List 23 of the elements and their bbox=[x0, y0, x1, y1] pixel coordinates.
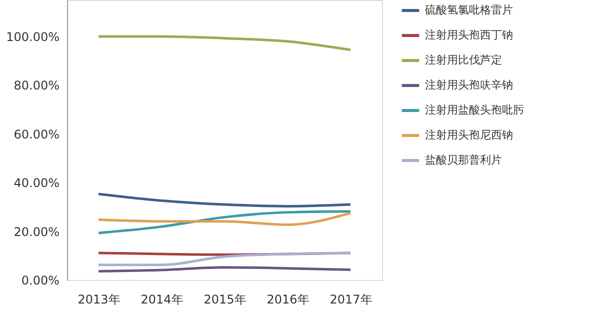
legend-label: 注射用比伐芦定 bbox=[425, 54, 502, 66]
line-series bbox=[97, 35, 352, 52]
legend-label: 注射用头孢西丁钠 bbox=[425, 28, 513, 42]
y-tick-label: 60.00% bbox=[14, 127, 60, 142]
x-tick-label: 2014年 bbox=[140, 292, 184, 306]
legend-label: 注射用头孢尼西钠 bbox=[425, 128, 513, 142]
legend-label: 盐酸贝那普利片 bbox=[425, 154, 502, 166]
line-series bbox=[97, 212, 352, 226]
y-tick-label: 40.00% bbox=[14, 176, 60, 190]
y-tick-label: 80.00% bbox=[14, 78, 60, 93]
legend-label: 硫酸氢氯吡格雷片 bbox=[425, 4, 513, 16]
y-tick-label: 20.00% bbox=[14, 224, 60, 239]
y-tick-label: 100.00% bbox=[6, 30, 60, 44]
y-tick-label: 0.00% bbox=[21, 274, 60, 288]
x-tick-label: 2013年 bbox=[78, 292, 120, 306]
legend-label: 注射用头孢呋辛钠 bbox=[425, 78, 513, 92]
x-tick-label: 2016年 bbox=[266, 292, 310, 306]
line-series bbox=[97, 210, 352, 234]
line-series bbox=[97, 192, 352, 208]
legend-label: 注射用盐酸头孢吡肟 bbox=[425, 104, 524, 116]
line-series bbox=[97, 252, 352, 266]
x-tick-label: 2015年 bbox=[204, 292, 246, 306]
x-tick-label: 2017年 bbox=[330, 292, 372, 306]
